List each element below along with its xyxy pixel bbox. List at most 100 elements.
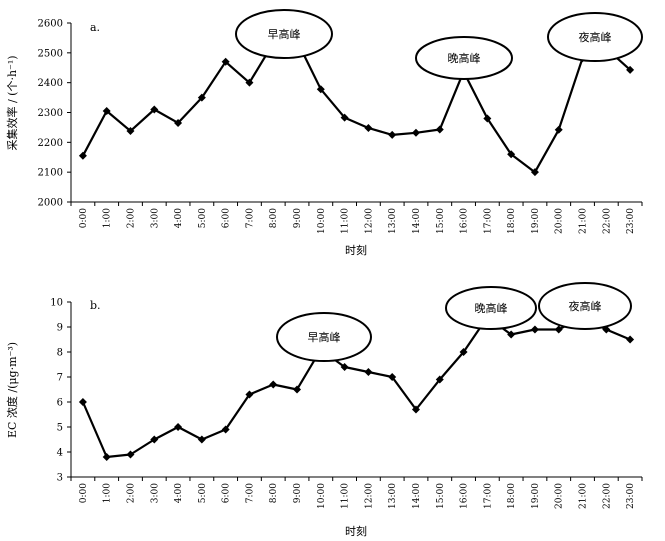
chart-a-x-tick-label: 14:00: [412, 208, 422, 234]
chart-a-data-point: [316, 85, 325, 94]
chart-b: EC 浓度 /(μg·m⁻³) b. 时刻 3 4 5 6 7 8 9 10 0:00 1:00 2…: [5, 282, 643, 538]
chart-a-annotation-ellipse: [547, 12, 643, 62]
chart-b-x-tick-label: 1:00: [103, 483, 113, 503]
chart-a-y-tick-label: 2300: [38, 108, 63, 119]
chart-b-x-tick-label: 12:00: [364, 483, 374, 509]
chart-a-x-tick-label: 4:00: [174, 208, 184, 228]
chart-a-data-point: [78, 151, 87, 160]
chart-a-data-point: [507, 150, 516, 159]
chart-b-panel-label: b.: [90, 299, 101, 312]
chart-a-y-tick-label: 2100: [38, 168, 63, 179]
chart-b-x-tick-label: 8:00: [269, 483, 279, 503]
chart-b-data-point: [269, 380, 278, 389]
chart-b-x-tick-label: 5:00: [198, 483, 208, 503]
chart-b-x-tick-label: 22:00: [602, 483, 612, 509]
chart-a-data-point: [150, 105, 159, 114]
chart-b-x-tick-label: 16:00: [460, 483, 470, 509]
chart-b-data-point: [459, 348, 468, 356]
chart-a-x-tick-label: 10:00: [317, 208, 327, 234]
chart-a-x-tick-label: 2:00: [126, 208, 136, 228]
chart-b-x-tick-label: 14:00: [412, 483, 422, 509]
chart-b-y-tick-label: 10: [50, 298, 63, 309]
chart-b-xlabel: 时刻: [345, 524, 367, 538]
chart-a-panel-label: a.: [90, 21, 100, 34]
chart-a-y-tick-label: 2000: [38, 198, 63, 209]
chart-a-y-tick-label: 2600: [38, 19, 63, 30]
chart-b-y-tick-label: 8: [57, 348, 63, 359]
chart-a-x-tick-label: 5:00: [198, 208, 208, 228]
chart-b-annotation-label: 夜高峰: [569, 299, 602, 313]
chart-a-annotation-label: 夜高峰: [579, 30, 612, 44]
chart-b-x-tick-label: 15:00: [436, 483, 446, 509]
chart-a-data-point: [364, 124, 373, 133]
chart-a-data-point: [554, 125, 563, 134]
chart-b-annotation-label: 早高峰: [308, 330, 341, 344]
chart-a-data-point: [245, 78, 254, 87]
chart-a-xlabel: 时刻: [345, 243, 367, 257]
chart-b-data-point: [126, 450, 135, 459]
chart-b-annotation-ellipse: [445, 286, 537, 330]
chart-b-x-tick-label: 17:00: [483, 483, 493, 509]
chart-a-annotation-label: 晚高峰: [448, 51, 481, 65]
chart-b-data-point: [197, 435, 206, 444]
chart-a-x-tick-label: 17:00: [483, 208, 493, 234]
chart-a-x-tick-label: 20:00: [555, 208, 565, 234]
chart-a-series-line: [81, 39, 631, 174]
chart-b-data-point: [102, 453, 111, 461]
chart-a-x-tick-label: 22:00: [602, 208, 612, 234]
chart-a-x-tick-label: 19:00: [531, 208, 541, 234]
chart-b-x-tick-label: 20:00: [555, 483, 565, 509]
chart-b-x-tick-label: 7:00: [245, 483, 255, 503]
chart-a-x-tick-label: 21:00: [579, 208, 589, 234]
chart-b-x-tick-label: 4:00: [174, 483, 184, 503]
chart-a-x-tick-label: 1:00: [103, 208, 113, 228]
chart-b-data-point: [435, 375, 444, 384]
chart-b-data-point: [364, 368, 373, 376]
chart-b-x-tick-label: 19:00: [531, 483, 541, 509]
chart-b-x-tick-label: 3:00: [150, 483, 160, 503]
chart-a-data-point: [197, 93, 206, 102]
chart-b-data-point: [221, 425, 230, 434]
chart-a: 采集效率 / (个·h⁻¹) a. 时刻 2000 2100 2200 2300 240…: [5, 9, 643, 257]
chart-b-annotation-ellipse: [276, 312, 372, 362]
chart-b-data-point: [245, 390, 254, 399]
chart-b-annotation-label: 晚高峰: [475, 301, 508, 315]
chart-b-x-tick-label: 23:00: [626, 483, 636, 509]
chart-a-data-point: [435, 125, 444, 134]
chart-a-data-point: [340, 113, 349, 122]
chart-a-data-point: [388, 130, 397, 139]
chart-b-x-tick-label: 2:00: [126, 483, 136, 503]
chart-b-data-point: [530, 325, 539, 334]
chart-b-data-point: [507, 330, 516, 339]
chart-a-x-tick-label: 11:00: [341, 208, 351, 234]
chart-b-annotation-ellipse: [538, 282, 632, 330]
chart-a-data-point: [102, 107, 111, 116]
chart-a-x-tick-label: 9:00: [293, 208, 303, 228]
chart-a-data-point: [530, 168, 539, 177]
chart-a-x-tick-label: 16:00: [460, 208, 470, 234]
chart-b-data-point: [411, 405, 420, 414]
chart-b-x-tick-label: 10:00: [317, 483, 327, 509]
chart-b-x-tick-label: 18:00: [507, 483, 517, 509]
chart-a-x-tick-label: 7:00: [245, 208, 255, 228]
chart-a-x-tick-label: 12:00: [364, 208, 374, 234]
chart-b-ylabel: EC 浓度 /(μg·m⁻³): [5, 342, 19, 438]
chart-b-y-tick-label: 7: [57, 373, 63, 384]
chart-b-y-tick-label: 6: [57, 398, 63, 409]
chart-a-y-tick-label: 2500: [38, 48, 63, 59]
chart-a-x-tick-label: 3:00: [150, 208, 160, 228]
chart-b-x-tick-label: 21:00: [579, 483, 589, 509]
chart-b-x-tick-label: 11:00: [341, 483, 351, 509]
chart-a-data-point: [221, 57, 230, 66]
chart-a-data-point: [483, 114, 492, 123]
chart-b-data-point: [554, 325, 563, 334]
chart-a-x-tick-label: 15:00: [436, 208, 446, 234]
chart-b-data-point: [388, 373, 397, 381]
chart-a-x-tick-label: 13:00: [388, 208, 398, 234]
chart-a-x-tick-label: 8:00: [269, 208, 279, 228]
chart-b-data-point: [78, 398, 87, 406]
chart-b-data-point: [174, 423, 183, 431]
chart-a-data-point: [626, 65, 635, 74]
chart-a-y-tick-label: 2200: [38, 138, 63, 149]
chart-a-annotation-ellipse: [415, 36, 513, 80]
